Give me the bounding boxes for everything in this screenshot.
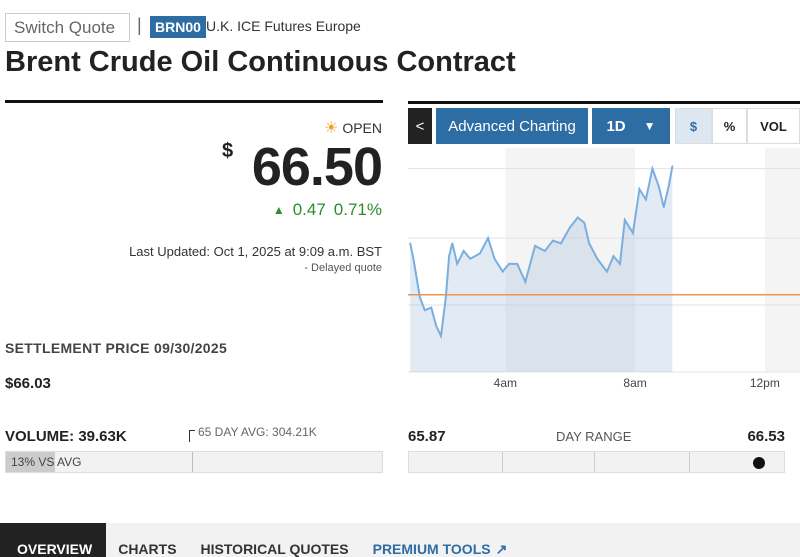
data-point [624,219,626,221]
range-dropdown[interactable]: 1D ▼ [592,108,670,144]
volume-bar: 13% VS AVG [5,451,383,473]
session-band [764,148,800,372]
data-point [487,237,489,239]
day-range-low: 65.87 [408,428,446,445]
data-point [419,296,421,299]
triangle-up-icon: ▲ [272,203,285,217]
data-point [671,165,674,167]
divider [408,101,800,104]
data-point [435,324,437,327]
data-point [583,221,586,224]
data-point [568,227,571,229]
data-point [501,270,504,273]
toggle-percent[interactable]: % [712,108,747,144]
data-point [479,252,481,255]
data-point [534,245,536,247]
data-point [560,242,562,245]
toggle-dollar[interactable]: $ [675,108,712,144]
page-title: Brent Crude Oil Continuous Contract [5,46,516,78]
data-point [423,309,426,312]
volume-label: VOLUME: 39.63K [5,428,127,445]
settlement-value: $66.03 [5,375,51,392]
avg-volume: 65 DAY AVG: 304.21K [198,425,317,439]
last-price: 66.50 [251,137,383,197]
data-point [409,242,411,245]
advanced-charting-button[interactable]: Advanced Charting [436,108,588,144]
data-point [596,257,599,260]
change-value: 0.47 [292,200,326,219]
data-point [440,335,442,337]
exchange-name: U.K. ICE Futures Europe [206,18,361,34]
day-range-bar [408,451,785,473]
data-point [552,239,554,242]
switch-quote-input[interactable]: Switch Quote [5,13,130,42]
data-point [448,255,450,257]
volume-fill [6,452,55,472]
data-point [619,263,621,265]
data-point [493,257,496,260]
last-updated: Last Updated: Oct 1, 2025 at 9:09 a.m. B… [129,244,382,259]
current-price-marker [752,457,765,469]
data-point [469,257,471,260]
price-area [410,166,673,372]
avg-marker [192,452,193,472]
separator: | [137,15,142,35]
avg-pointer-icon [189,430,195,442]
data-point [662,206,665,209]
day-range-high: 66.53 [747,428,785,445]
price-change: ▲ 0.47 0.71% [273,200,382,220]
x-tick-label: 8am [623,376,646,390]
symbol-badge: BRN00 [150,16,206,38]
data-point [588,242,590,245]
data-point [456,263,459,265]
settlement-label: SETTLEMENT PRICE 09/30/2025 [5,340,228,356]
caret-down-icon: ▼ [643,119,656,133]
tab-charts[interactable]: CHARTS [118,541,177,557]
market-status: ☀ OPEN [324,118,382,138]
data-point [658,185,660,188]
divider [5,100,383,103]
data-point [430,306,433,309]
day-range-label: DAY RANGE [556,429,632,444]
data-point [451,242,454,245]
tab-premium-tools[interactable]: PREMIUM TOOLS ↗ [372,541,508,557]
data-point [606,270,608,273]
data-point [645,198,647,201]
delayed-quote: - Delayed quote [304,262,382,274]
sun-icon: ☀ [323,120,339,137]
change-percent: 0.71% [333,200,382,219]
data-point [638,188,641,190]
data-point [462,250,465,252]
external-link-icon: ↗ [495,541,508,557]
data-point [508,263,510,265]
vs-avg-text: 13% VS AVG [11,455,82,469]
range-value: 1D [606,117,626,135]
data-point [651,167,654,170]
tab-bar: OVERVIEW CHARTS HISTORICAL QUOTES PREMIU… [0,523,800,557]
toggle-volume[interactable]: VOL [747,108,800,144]
currency-symbol: $ [222,140,234,162]
session-band [505,148,636,372]
data-point [543,250,546,252]
data-point [576,216,579,219]
tab-overview[interactable]: OVERVIEW [0,523,107,557]
tab-historical-quotes[interactable]: HISTORICAL QUOTES [200,541,349,557]
collapse-chart-button[interactable]: < [408,108,432,144]
data-point [516,263,519,265]
data-point [524,281,527,283]
data-point [612,255,615,257]
status-text: OPEN [342,120,382,136]
x-tick-label: 4am [494,376,517,390]
data-point [412,257,415,260]
data-point [632,232,634,234]
x-tick-label: 12pm [750,376,780,390]
data-point [667,185,670,188]
data-point [445,296,447,299]
